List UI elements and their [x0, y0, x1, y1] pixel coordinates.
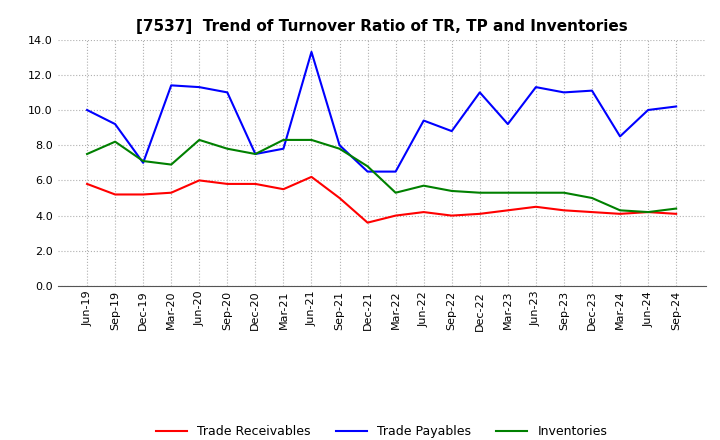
Inventories	[111, 139, 120, 144]
Inventories	[195, 137, 204, 143]
Trade Receivables	[503, 208, 512, 213]
Inventories	[167, 162, 176, 167]
Trade Payables	[559, 90, 568, 95]
Trade Receivables	[475, 211, 484, 216]
Trade Receivables	[447, 213, 456, 218]
Trade Payables	[503, 121, 512, 127]
Inventories	[391, 190, 400, 195]
Inventories	[251, 151, 260, 157]
Trade Receivables	[251, 181, 260, 187]
Inventories	[139, 158, 148, 164]
Trade Payables	[364, 169, 372, 174]
Trade Receivables	[391, 213, 400, 218]
Line: Trade Receivables: Trade Receivables	[87, 177, 676, 223]
Line: Trade Payables: Trade Payables	[87, 52, 676, 172]
Trade Payables	[588, 88, 596, 93]
Trade Payables	[447, 128, 456, 134]
Inventories	[503, 190, 512, 195]
Trade Receivables	[364, 220, 372, 225]
Trade Receivables	[83, 181, 91, 187]
Trade Receivables	[559, 208, 568, 213]
Trade Receivables	[531, 204, 540, 209]
Trade Payables	[336, 143, 344, 148]
Trade Receivables	[588, 209, 596, 215]
Trade Payables	[475, 90, 484, 95]
Inventories	[279, 137, 288, 143]
Trade Payables	[139, 160, 148, 165]
Inventories	[419, 183, 428, 188]
Trade Payables	[391, 169, 400, 174]
Trade Payables	[644, 107, 652, 113]
Inventories	[83, 151, 91, 157]
Trade Receivables	[616, 211, 624, 216]
Trade Payables	[111, 121, 120, 127]
Title: [7537]  Trend of Turnover Ratio of TR, TP and Inventories: [7537] Trend of Turnover Ratio of TR, TP…	[136, 19, 627, 34]
Inventories	[531, 190, 540, 195]
Inventories	[588, 195, 596, 201]
Trade Payables	[307, 49, 316, 55]
Trade Receivables	[195, 178, 204, 183]
Trade Payables	[419, 118, 428, 123]
Trade Payables	[167, 83, 176, 88]
Inventories	[475, 190, 484, 195]
Trade Receivables	[336, 195, 344, 201]
Trade Receivables	[279, 187, 288, 192]
Trade Receivables	[419, 209, 428, 215]
Inventories	[364, 164, 372, 169]
Trade Receivables	[644, 209, 652, 215]
Trade Receivables	[672, 211, 680, 216]
Trade Receivables	[307, 174, 316, 180]
Inventories	[223, 146, 232, 151]
Trade Receivables	[167, 190, 176, 195]
Inventories	[307, 137, 316, 143]
Trade Payables	[616, 134, 624, 139]
Legend: Trade Receivables, Trade Payables, Inventories: Trade Receivables, Trade Payables, Inven…	[151, 420, 612, 440]
Trade Payables	[251, 151, 260, 157]
Trade Receivables	[223, 181, 232, 187]
Inventories	[616, 208, 624, 213]
Trade Payables	[531, 84, 540, 90]
Inventories	[672, 206, 680, 211]
Line: Inventories: Inventories	[87, 140, 676, 212]
Inventories	[644, 209, 652, 215]
Trade Payables	[83, 107, 91, 113]
Trade Receivables	[139, 192, 148, 197]
Trade Payables	[223, 90, 232, 95]
Trade Payables	[672, 104, 680, 109]
Inventories	[447, 188, 456, 194]
Trade Receivables	[111, 192, 120, 197]
Inventories	[559, 190, 568, 195]
Trade Payables	[279, 146, 288, 151]
Inventories	[336, 146, 344, 151]
Trade Payables	[195, 84, 204, 90]
